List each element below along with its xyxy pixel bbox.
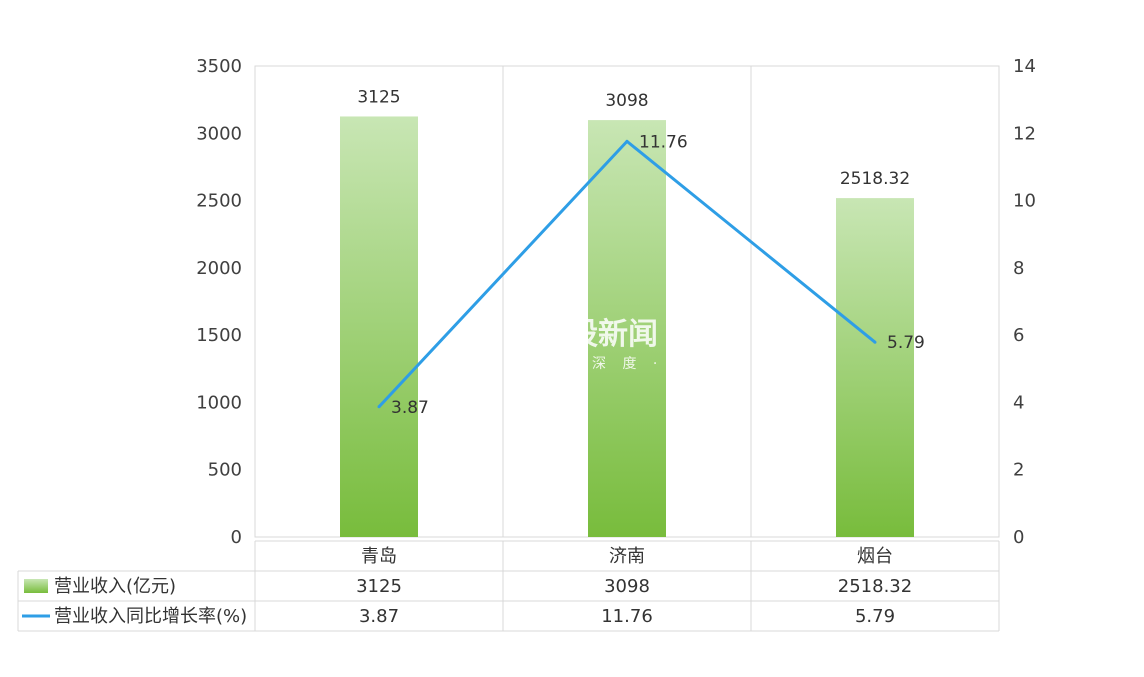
y-left-tick-label: 2000: [196, 258, 242, 279]
line-point: [377, 405, 381, 409]
category-label: 青岛: [361, 546, 397, 567]
table-value-cell: 3.87: [359, 606, 399, 627]
y-right-tick-label: 2: [1013, 460, 1024, 481]
y-right-tick-label: 12: [1013, 123, 1036, 144]
y-left-tick-label: 1000: [196, 392, 242, 413]
line-value-label: 5.79: [887, 333, 925, 353]
table-value-cell: 2518.32: [838, 576, 912, 597]
legend-series-name: 营业收入同比增长率(%): [54, 606, 247, 627]
line-series: [377, 139, 877, 409]
category-label: 烟台: [857, 546, 893, 567]
watermark-subtext: 深 度 · 温: [592, 356, 694, 372]
bar-value-label: 3098: [605, 91, 648, 111]
y-right-tick-label: 6: [1013, 325, 1024, 346]
bar: [340, 116, 418, 537]
y-right-tick-label: 10: [1013, 191, 1036, 212]
bar: [588, 120, 666, 537]
legend-bar-swatch: [24, 579, 48, 593]
line-point: [625, 139, 629, 143]
y-left-tick-label: 0: [231, 527, 242, 548]
table-value-cell: 3125: [356, 576, 402, 597]
y-left-tick-label: 500: [208, 460, 242, 481]
data-labels: 3125 3098 2518.32 3.87 11.76 5.79: [357, 87, 924, 417]
table-value-cell: 5.79: [855, 606, 895, 627]
line-point: [873, 340, 877, 344]
category-label: 济南: [609, 546, 645, 567]
y-left-tick-label: 1500: [196, 325, 242, 346]
line-value-label: 3.87: [391, 398, 429, 418]
legend-series-name: 营业收入(亿元): [54, 576, 176, 597]
bar-value-label: 3125: [357, 87, 400, 107]
line-value-label: 11.76: [639, 132, 688, 152]
watermark-text: 股新闻: [568, 317, 658, 352]
bar-value-label: 2518.32: [840, 169, 910, 189]
y-left-tick-label: 2500: [196, 191, 242, 212]
watermark: 股新闻 深 度 · 温: [568, 317, 694, 372]
y-left-tick-label: 3000: [196, 123, 242, 144]
y-right-tick-label: 14: [1013, 56, 1036, 77]
bar-series: [340, 116, 914, 537]
y-left-tick-label: 3500: [196, 56, 242, 77]
bar: [836, 198, 914, 537]
table-value-cell: 11.76: [601, 606, 653, 627]
y-right-tick-label: 0: [1013, 527, 1024, 548]
table-value-cell: 3098: [604, 576, 650, 597]
y-right-tick-label: 8: [1013, 258, 1024, 279]
y-right-tick-label: 4: [1013, 392, 1024, 413]
axes: 0 500 1000 1500 2000 2500 3000 3500 0 2 4 6 8 10 12 14: [196, 56, 1036, 548]
